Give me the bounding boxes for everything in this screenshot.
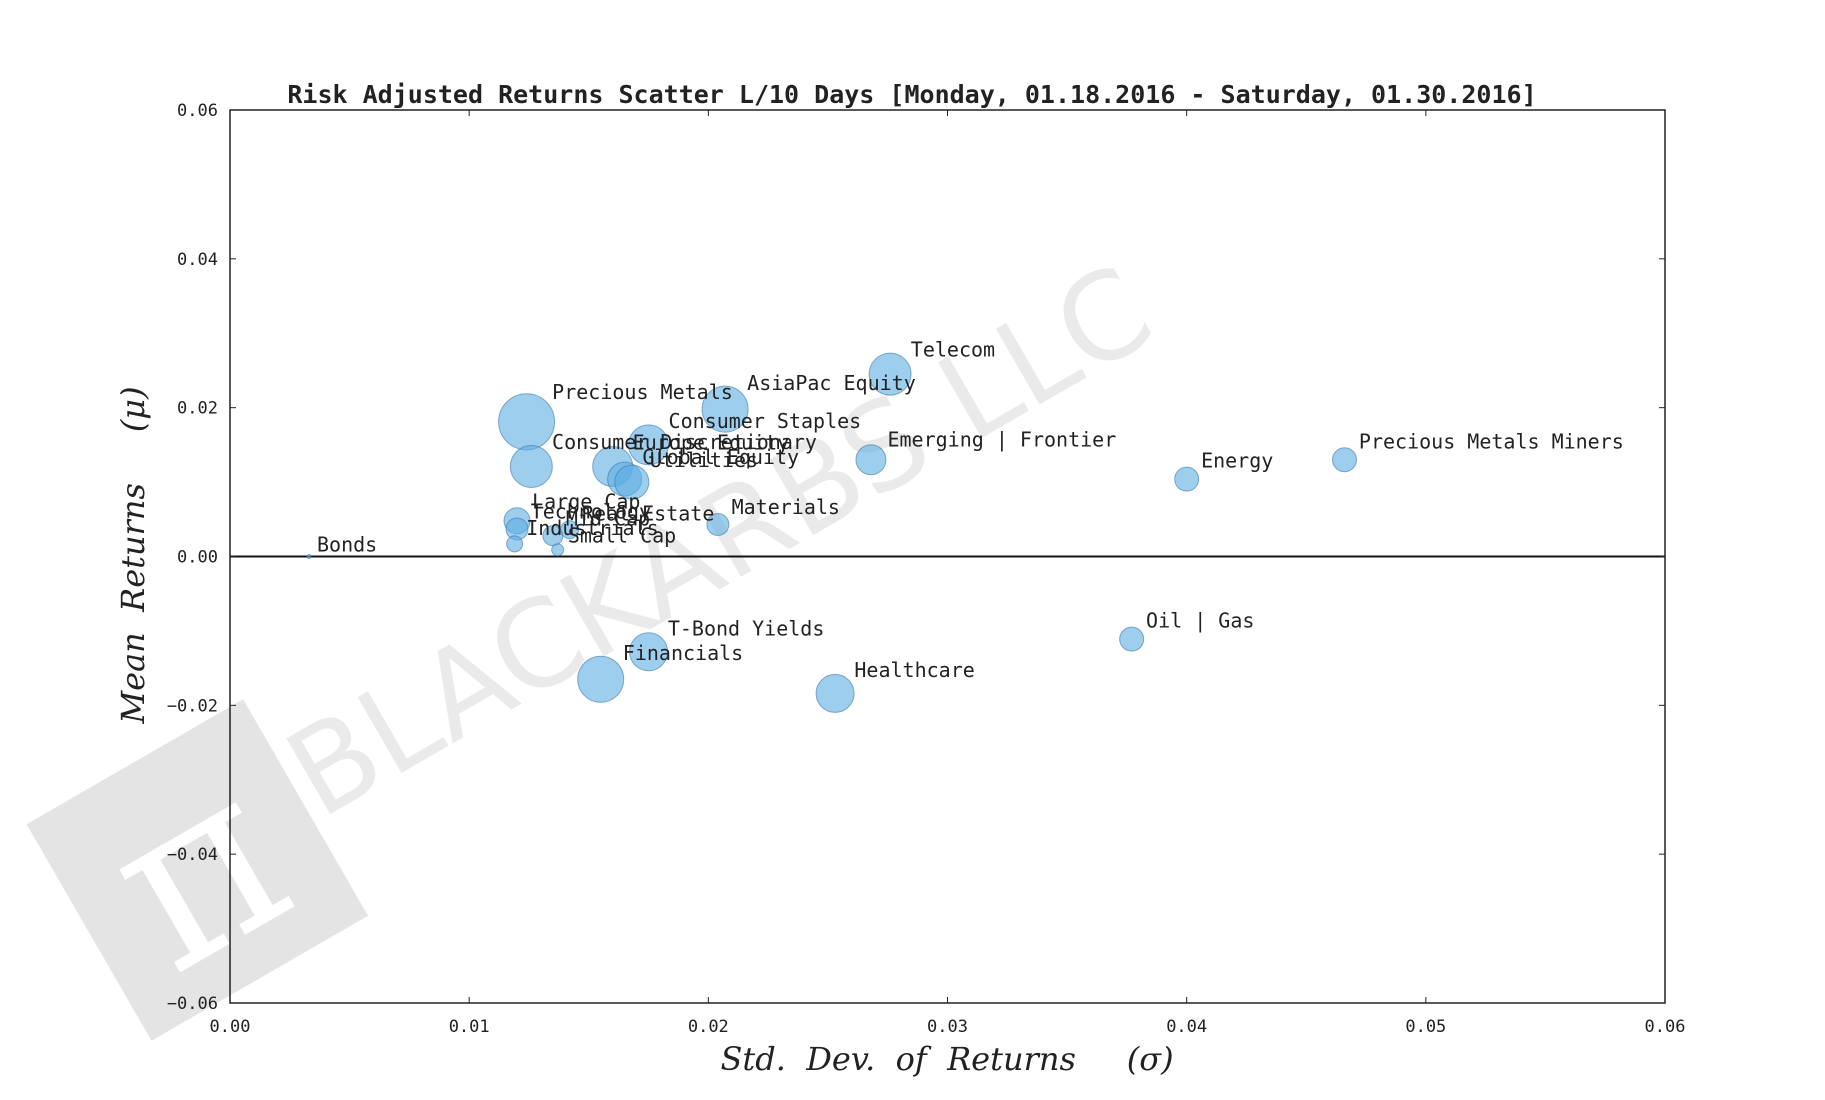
data-label: Real Estate xyxy=(582,501,714,525)
data-labels: Bonds Precious Metals Consumer Discretiona… xyxy=(317,337,1624,682)
data-label: Consumer Staples xyxy=(669,409,862,433)
data-label: Financials xyxy=(623,641,743,665)
data-label: Utilities xyxy=(650,448,758,472)
data-label: Industrials xyxy=(526,516,658,540)
data-label: Europe Equity xyxy=(633,430,790,454)
data-label: Global Equity xyxy=(643,445,800,469)
x-axis-label: Std. Dev. of Returns (σ) xyxy=(720,1040,1173,1078)
y-tick-label: 0.00 xyxy=(177,548,218,568)
data-point xyxy=(614,464,650,500)
data-point xyxy=(701,385,749,433)
x-tick-label: 0.05 xyxy=(1405,1017,1446,1037)
data-point xyxy=(815,673,855,713)
x-tick-label: 0.02 xyxy=(688,1017,729,1037)
data-point xyxy=(628,424,670,466)
data-point xyxy=(551,543,565,557)
x-tick-label: 0.00 xyxy=(210,1017,251,1037)
data-point xyxy=(1119,626,1145,652)
axis-ticks: 0.00 0.01 0.02 0.03 0.04 0.05 0.06 −0.06 −0.04 −0… xyxy=(167,101,1686,1037)
data-point xyxy=(509,444,553,488)
chart-title: Risk Adjusted Returns Scatter L/10 Days … xyxy=(287,80,1536,109)
data-point xyxy=(560,520,580,540)
watermark-text: BLACKARBS LLC xyxy=(265,240,1174,845)
data-point xyxy=(1174,466,1200,492)
data-point xyxy=(306,554,312,559)
data-label: Healthcare xyxy=(854,658,974,682)
data-label: Energy xyxy=(1201,449,1273,473)
data-label: T-Bond Yields xyxy=(668,616,825,640)
data-points xyxy=(306,352,1358,713)
data-point xyxy=(1332,447,1358,473)
y-tick-label: −0.04 xyxy=(167,845,218,865)
data-label: Technology xyxy=(531,499,651,523)
data-point xyxy=(498,393,556,451)
data-point xyxy=(577,655,625,703)
data-point xyxy=(629,632,669,672)
data-label: Precious Metals Miners xyxy=(1359,429,1624,453)
data-label: Materials xyxy=(732,495,840,519)
x-tick-label: 0.01 xyxy=(449,1017,490,1037)
data-label: Emerging | Frontier xyxy=(887,427,1116,451)
data-point xyxy=(506,535,524,553)
data-label: Consumer Discretionary xyxy=(552,430,817,454)
x-tick-label: 0.03 xyxy=(927,1017,968,1037)
data-label: Precious Metals xyxy=(552,380,733,404)
data-label: Bonds xyxy=(317,532,377,556)
data-label: Small Cap xyxy=(568,524,676,548)
data-point xyxy=(706,513,730,537)
data-point xyxy=(868,352,912,396)
y-axis-label: Mean Returns (μ) xyxy=(114,386,152,724)
y-tick-label: 0.02 xyxy=(177,399,218,419)
data-label: Large Cap xyxy=(532,490,640,514)
data-label: Mid Cap xyxy=(566,507,650,531)
data-label: Telecom xyxy=(911,337,995,361)
y-tick-label: 0.04 xyxy=(177,250,218,270)
y-tick-label: −0.06 xyxy=(167,994,218,1014)
data-label: Oil | Gas xyxy=(1146,609,1254,633)
y-tick-label: 0.06 xyxy=(177,101,218,121)
data-point xyxy=(855,444,887,476)
x-tick-label: 0.04 xyxy=(1166,1017,1207,1037)
data-label: AsiaPac Equity xyxy=(747,371,916,395)
y-tick-label: −0.02 xyxy=(167,696,218,716)
x-tick-label: 0.06 xyxy=(1645,1017,1686,1037)
